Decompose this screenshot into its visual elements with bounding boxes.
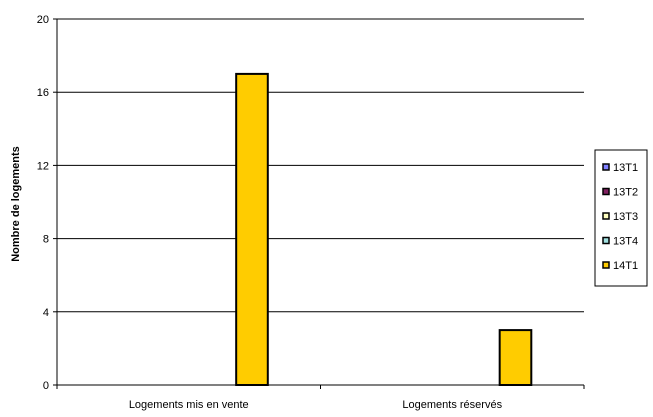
y-tick-label: 12 bbox=[37, 160, 49, 172]
legend-label-13T2: 13T2 bbox=[613, 187, 638, 199]
legend-label-13T1: 13T1 bbox=[613, 162, 638, 174]
bars bbox=[235, 72, 533, 387]
y-axis-title: Nombre de logements bbox=[10, 146, 22, 262]
legend-swatch-13T4 bbox=[602, 236, 610, 245]
legend-swatch-13T3 bbox=[602, 212, 610, 220]
x-category-label: Logements réservés bbox=[402, 399, 502, 411]
bar-14T1-1 bbox=[235, 72, 269, 387]
y-tick-label: 4 bbox=[43, 307, 49, 319]
y-tick-label: 8 bbox=[43, 234, 49, 246]
gridlines bbox=[57, 18, 584, 313]
legend-label-14T1: 14T1 bbox=[613, 260, 638, 272]
legend: 13T1 13T2 13T3 13T4 14T1 bbox=[594, 149, 648, 287]
legend-swatch-13T2 bbox=[602, 187, 610, 196]
legend-label-13T4: 13T4 bbox=[613, 236, 638, 248]
axes: 0 4 8 12 16 20 Logements mis en vente Logements… bbox=[37, 14, 585, 411]
y-tick-label: 0 bbox=[43, 380, 49, 392]
legend-swatch-13T1 bbox=[602, 163, 610, 171]
legend-label-13T3: 13T3 bbox=[613, 211, 638, 223]
y-tick-label: 20 bbox=[37, 14, 49, 26]
x-category-label: Logements mis en vente bbox=[129, 399, 249, 411]
y-tick-label: 16 bbox=[37, 87, 49, 99]
bar-14T1-2 bbox=[498, 329, 533, 387]
legend-swatch-14T1 bbox=[602, 261, 610, 269]
